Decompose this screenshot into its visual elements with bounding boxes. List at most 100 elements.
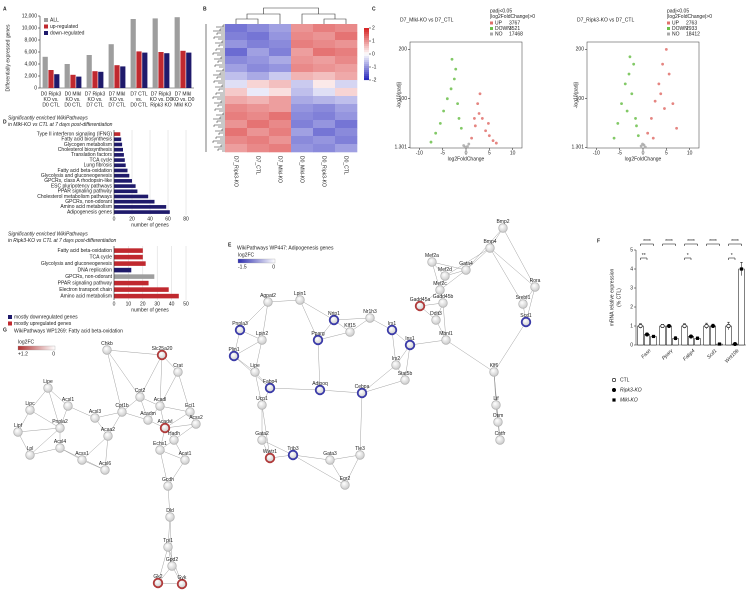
x-tick-label: -5	[617, 150, 622, 156]
node-label: Fabp4	[263, 379, 277, 385]
y-tick-label: Amino acid metabolism	[60, 204, 112, 210]
node-label: Pnpla3	[232, 321, 248, 327]
point	[630, 92, 634, 96]
point	[663, 107, 666, 110]
colorbar-step	[364, 36, 369, 39]
point	[646, 131, 650, 135]
node-label: Acat1	[179, 451, 192, 457]
heatmap-cell	[291, 112, 314, 121]
legend-label: CTL	[620, 377, 630, 383]
column-label: D7_Mlkl-KO	[277, 156, 283, 183]
heatmap-cell	[313, 48, 336, 57]
colorbar-step	[364, 70, 369, 73]
significance-bracket	[728, 243, 742, 246]
marker	[660, 323, 665, 328]
bar	[114, 173, 130, 178]
heatmap-cell	[269, 88, 292, 97]
panel-label: D	[3, 119, 7, 125]
node-label: Mef2c	[433, 281, 447, 287]
x-tick-label: D0 CTL	[64, 102, 81, 108]
node-label: Egr2	[340, 476, 351, 482]
diagram-title: WikiPathways WP447: Adipogenesis genes	[237, 245, 334, 251]
edge	[47, 387, 61, 429]
colorbar-step	[364, 44, 369, 47]
legend-swatch	[667, 21, 670, 25]
legend-title: padj<0.05	[490, 8, 512, 14]
point	[653, 99, 657, 103]
node-label: Acsl4	[54, 439, 66, 445]
bar	[114, 189, 138, 194]
legend-label: UP	[672, 20, 680, 26]
point	[467, 142, 471, 146]
y-tick-label: DNA replication	[78, 267, 113, 273]
node-label: Irs2	[392, 356, 401, 362]
edge	[359, 392, 363, 456]
node	[155, 401, 165, 411]
node	[43, 383, 53, 393]
row-dendrogram	[205, 24, 225, 152]
heatmap-cell	[313, 24, 336, 33]
edge	[292, 454, 346, 486]
marker	[611, 387, 616, 392]
heatmap-cell	[225, 88, 248, 97]
bar	[738, 268, 745, 346]
y-tick-label: Fatty acid beta-oxidation	[58, 168, 113, 174]
heatmap-cell	[313, 128, 336, 137]
heatmap-cell	[291, 136, 314, 145]
edge	[317, 331, 351, 341]
legend-title: padj<0.05	[667, 8, 689, 14]
heatmap-cell	[247, 24, 270, 33]
heatmap-cell	[335, 144, 358, 153]
panel-label: G	[3, 327, 7, 333]
node-label: Acsl3	[89, 409, 101, 415]
point	[477, 112, 481, 115]
bar	[114, 205, 167, 209]
bar	[64, 64, 70, 88]
point	[659, 92, 663, 96]
point	[449, 87, 453, 91]
heatmap-cell	[247, 56, 270, 65]
point	[429, 140, 433, 144]
point	[641, 142, 644, 146]
edge	[159, 354, 163, 407]
diagram-title: WikiPathways WP1269: Fatty acid beta-oxi…	[14, 328, 123, 334]
x-tick-label: Mlkl KO	[174, 102, 192, 108]
edge	[254, 371, 263, 406]
x-tick-label: D0 CTL	[42, 102, 59, 108]
edge	[299, 299, 319, 341]
marker	[638, 323, 643, 328]
heatmap-cell	[335, 40, 358, 49]
node	[191, 419, 201, 429]
significance-label: *	[687, 253, 689, 259]
heatmap-cell	[225, 64, 248, 73]
edge	[29, 387, 49, 411]
edge	[167, 485, 171, 518]
node	[355, 450, 365, 460]
x-tick-label: KO vs.	[65, 97, 80, 103]
heatmap-cell	[269, 96, 292, 105]
legend-title: log2FC	[18, 339, 35, 345]
point	[491, 139, 495, 143]
heatmap-cell	[247, 136, 270, 145]
heatmap-cell	[269, 56, 292, 65]
heatmap-cell	[335, 88, 358, 97]
heatmap-cell	[291, 88, 314, 97]
point	[667, 72, 671, 76]
legend-tick-label: 0	[52, 351, 55, 357]
heatmap-cell	[269, 144, 292, 153]
colorbar-step	[364, 78, 369, 81]
colorbar-step	[364, 50, 369, 53]
edge	[254, 339, 263, 373]
heatmap-cell	[313, 56, 336, 65]
marker	[612, 398, 616, 402]
point	[627, 72, 631, 76]
heatmap-cell	[291, 96, 314, 105]
heatmap-cell	[269, 112, 292, 121]
legend-label: UP	[495, 20, 503, 26]
y-tick-label: Type II interferon signaling (IFNG)	[37, 131, 113, 137]
bar	[710, 325, 716, 346]
node-label: Lpl	[27, 446, 34, 452]
colorbar-step	[364, 76, 369, 79]
edge	[29, 447, 61, 456]
